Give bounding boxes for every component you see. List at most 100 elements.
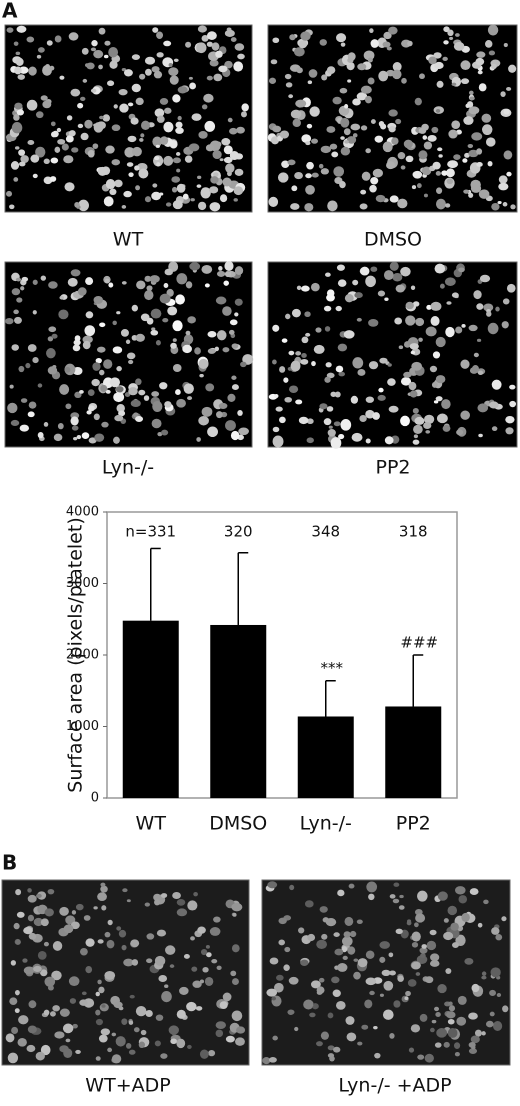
platelet: [197, 25, 207, 33]
platelet: [405, 990, 411, 997]
platelet: [305, 173, 312, 179]
platelet: [327, 1045, 335, 1051]
platelet: [119, 103, 129, 113]
platelet: [116, 366, 122, 372]
platelet: [131, 83, 141, 93]
platelet: [356, 92, 368, 101]
micrograph: [1, 879, 250, 1066]
platelet: [415, 913, 426, 923]
y-tick-label: 4000: [66, 505, 99, 520]
platelet: [327, 428, 336, 437]
platelet: [104, 40, 111, 46]
platelet: [400, 377, 412, 386]
platelet: [395, 118, 402, 125]
platelet: [468, 324, 478, 332]
platelet: [329, 143, 338, 150]
platelet: [11, 344, 20, 351]
platelet: [347, 57, 354, 63]
platelet: [127, 135, 137, 143]
platelet: [453, 41, 465, 51]
platelet: [135, 416, 144, 423]
platelet: [443, 40, 449, 45]
platelet: [229, 319, 238, 326]
platelet: [307, 80, 313, 85]
platelet: [388, 952, 394, 958]
platelet: [86, 410, 92, 415]
platelet: [394, 317, 403, 325]
platelet: [392, 69, 402, 80]
platelet: [199, 1049, 209, 1059]
platelet: [410, 350, 416, 355]
platelet: [224, 261, 234, 272]
platelet: [189, 262, 201, 271]
platelet: [49, 65, 55, 71]
platelet: [372, 168, 383, 178]
platelet: [328, 425, 333, 429]
platelet: [453, 1042, 461, 1050]
platelet: [168, 62, 173, 67]
platelet: [492, 1021, 503, 1031]
platelet: [234, 298, 243, 306]
platelet: [134, 165, 140, 171]
platelet: [20, 286, 25, 291]
platelet: [185, 41, 192, 48]
platelet: [277, 172, 289, 183]
platelet: [40, 918, 49, 927]
platelet: [80, 96, 86, 101]
bar: [385, 706, 442, 798]
platelet: [98, 986, 105, 994]
platelet: [400, 266, 411, 277]
platelet: [443, 1041, 450, 1048]
platelet: [398, 905, 405, 910]
platelet: [352, 279, 359, 286]
platelet: [146, 285, 153, 292]
platelet: [470, 179, 481, 190]
platelet: [139, 73, 146, 80]
platelet: [337, 889, 345, 897]
platelet: [326, 66, 336, 74]
platelet: [304, 203, 314, 212]
platelet: [279, 366, 286, 373]
platelet: [485, 40, 493, 48]
platelet: [337, 343, 348, 352]
platelet: [109, 188, 117, 196]
platelet: [27, 1025, 37, 1034]
platelet: [219, 158, 224, 162]
platelet: [471, 983, 480, 993]
platelet: [502, 298, 510, 305]
platelet: [332, 989, 341, 997]
platelet: [477, 70, 483, 75]
platelet: [475, 57, 485, 66]
platelet: [128, 359, 134, 365]
platelet: [156, 31, 164, 40]
platelet: [224, 270, 232, 278]
platelet: [187, 900, 198, 911]
platelet: [85, 965, 93, 974]
platelet: [423, 141, 433, 150]
platelet: [81, 47, 89, 55]
platelet: [365, 148, 371, 154]
platelet: [208, 1050, 216, 1057]
platelet: [54, 146, 61, 153]
platelet: [460, 359, 470, 369]
platelet: [336, 264, 345, 271]
platelet: [97, 979, 102, 985]
platelet: [497, 200, 502, 205]
platelet: [151, 191, 162, 201]
platelet: [102, 114, 111, 122]
platelet: [127, 102, 134, 107]
platelet: [420, 953, 426, 958]
platelet: [222, 177, 232, 187]
platelet: [495, 306, 500, 312]
platelet: [337, 279, 347, 287]
platelet: [326, 372, 335, 379]
platelet: [498, 182, 509, 191]
platelet: [288, 976, 299, 985]
platelet: [438, 154, 443, 158]
platelet: [195, 1006, 203, 1011]
platelet: [435, 171, 441, 176]
platelet: [498, 175, 508, 184]
platelet: [234, 266, 244, 275]
platelet: [97, 166, 108, 176]
